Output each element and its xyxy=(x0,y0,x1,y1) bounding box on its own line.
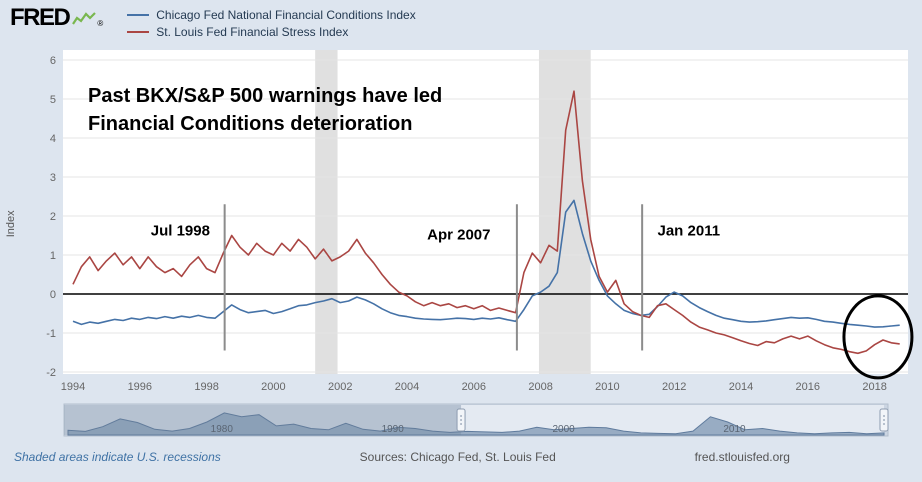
legend-item-stlfsi: St. Louis Fed Financial Stress Index xyxy=(127,25,415,39)
range-slider-dimmed-region xyxy=(64,405,462,435)
svg-text:Past BKX/S&P 500 warnings have: Past BKX/S&P 500 warnings have led xyxy=(88,85,442,107)
axis-labels: 6 5 4 3 2 1 0 -1 -2 1994 1996 1998 2000 2002 2004 2006 2… xyxy=(5,55,887,393)
handle-grip-dot xyxy=(460,415,462,417)
fred-logo-text: FRED xyxy=(10,4,71,31)
svg-text:1998: 1998 xyxy=(194,381,218,393)
svg-text:2016: 2016 xyxy=(796,381,820,393)
svg-text:Apr 2007: Apr 2007 xyxy=(427,226,490,243)
handle-grip-dot xyxy=(883,423,885,425)
svg-text:2006: 2006 xyxy=(462,381,486,393)
svg-text:-1: -1 xyxy=(46,328,56,340)
event-markers xyxy=(223,204,644,351)
svg-text:2008: 2008 xyxy=(528,381,552,393)
chart-header: FRED ® Chicago Fed National Financial Co… xyxy=(0,0,922,44)
svg-text:1: 1 xyxy=(50,250,56,262)
handle-grip-dot xyxy=(460,423,462,425)
chart-footer: Shaded areas indicate U.S. recessions So… xyxy=(0,440,922,464)
svg-text:-2: -2 xyxy=(46,367,56,379)
svg-text:0: 0 xyxy=(50,289,56,301)
svg-text:5: 5 xyxy=(50,94,56,106)
minimap-year-label: 2010 xyxy=(723,424,746,435)
red-line-swatch xyxy=(127,31,150,33)
svg-text:Jul 1998: Jul 1998 xyxy=(151,223,210,240)
series-lines xyxy=(72,90,900,355)
fred-logo[interactable]: FRED ® xyxy=(10,4,104,31)
svg-text:Financial Conditions deteriora: Financial Conditions deterioration xyxy=(88,113,412,135)
legend-item-chicago-nfci: Chicago Fed National Financial Condition… xyxy=(127,8,416,22)
minimap-year-label: 1990 xyxy=(382,424,405,435)
chart-legend: Chicago Fed National Financial Condition… xyxy=(127,7,416,39)
svg-text:Jan 2011: Jan 2011 xyxy=(658,223,721,240)
legend-label-stlfsi: St. Louis Fed Financial Stress Index xyxy=(156,25,349,39)
handle-grip-dot xyxy=(460,419,462,421)
fred-site-link[interactable]: fred.stlouisfed.org xyxy=(694,450,790,464)
blue-line-swatch xyxy=(127,14,150,16)
svg-text:1996: 1996 xyxy=(128,381,152,393)
minimap-year-label: 1980 xyxy=(211,424,234,435)
range-selector[interactable]: 1980 1990 2000 2010 xyxy=(0,402,922,440)
svg-text:2000: 2000 xyxy=(261,381,285,393)
handle-grip-dot xyxy=(883,415,885,417)
fred-logo-sparkline-icon xyxy=(72,12,97,25)
svg-text:Index: Index xyxy=(5,210,17,237)
recession-bands xyxy=(315,50,591,374)
svg-text:2012: 2012 xyxy=(662,381,686,393)
svg-text:6: 6 xyxy=(50,55,56,67)
minimap-area-chart xyxy=(67,412,885,436)
registered-trademark: ® xyxy=(97,19,104,28)
sources-text: Sources: Chicago Fed, St. Louis Fed xyxy=(359,450,556,464)
svg-text:2018: 2018 xyxy=(862,381,886,393)
svg-text:4: 4 xyxy=(50,133,56,145)
svg-text:2010: 2010 xyxy=(595,381,619,393)
minimap-year-label: 2000 xyxy=(552,424,575,435)
recession-note-link[interactable]: Shaded areas indicate U.S. recessions xyxy=(14,450,221,464)
svg-text:2014: 2014 xyxy=(729,381,753,393)
gridlines xyxy=(63,59,908,373)
date-range-slider[interactable]: 1980 1990 2000 2010 xyxy=(0,402,922,440)
svg-text:3: 3 xyxy=(50,172,56,184)
handle-grip-dot xyxy=(883,419,885,421)
svg-text:2002: 2002 xyxy=(328,381,352,393)
svg-text:2: 2 xyxy=(50,211,56,223)
svg-text:1994: 1994 xyxy=(61,381,85,393)
svg-text:2004: 2004 xyxy=(395,381,419,393)
highlight-circle xyxy=(842,294,914,380)
legend-label-chicago-nfci: Chicago Fed National Financial Condition… xyxy=(156,8,416,22)
financial-conditions-chart: 6 5 4 3 2 1 0 -1 -2 1994 1996 1998 2000 2002 2004 2006 2… xyxy=(5,50,914,393)
chart-annotations: Jul 1998 Apr 2007 Jan 2011 Past BKX/S&P 500… xyxy=(88,85,720,243)
